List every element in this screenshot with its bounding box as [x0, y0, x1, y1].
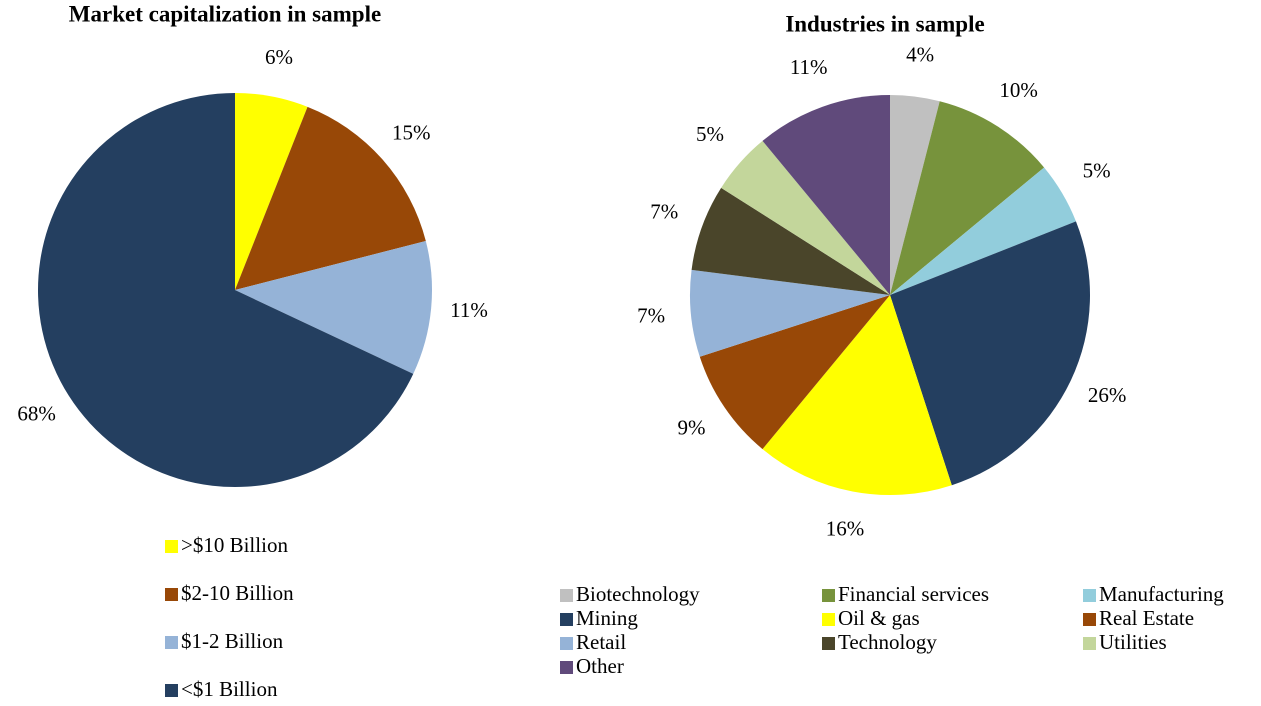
chart-title: Industries in sample	[785, 11, 984, 36]
legend-label: Technology	[838, 630, 937, 654]
pie-slice	[235, 93, 308, 290]
legend-label: Biotechnology	[576, 582, 700, 606]
legend-swatch	[165, 684, 178, 697]
legend-swatch	[560, 613, 573, 626]
pie-slice	[890, 101, 1045, 295]
data-label: 16%	[826, 517, 865, 541]
data-label: 5%	[696, 122, 724, 146]
legend-label: Real Estate	[1099, 606, 1194, 630]
legend-label: >$10 Billion	[181, 533, 288, 557]
data-label: 7%	[637, 303, 665, 327]
legend-swatch	[1083, 589, 1096, 602]
legend-swatch	[1083, 637, 1096, 650]
data-label: 15%	[392, 120, 431, 144]
legend-label: Retail	[576, 630, 626, 654]
data-label: 68%	[17, 402, 56, 426]
legend-label: Oil & gas	[838, 606, 920, 630]
pie-slice	[890, 221, 1090, 486]
chart-title: Market capitalization in sample	[69, 1, 381, 26]
data-label: 6%	[265, 45, 293, 69]
data-label: 4%	[906, 43, 934, 67]
data-label: 26%	[1088, 383, 1127, 407]
legend-label: <$1 Billion	[181, 677, 278, 701]
data-label: 11%	[790, 55, 828, 79]
legend-label: Utilities	[1099, 630, 1167, 654]
legend-swatch	[560, 637, 573, 650]
legend-label: $1-2 Billion	[181, 629, 284, 653]
pie-slice	[691, 187, 890, 295]
legend-label: $2-10 Billion	[181, 581, 294, 605]
pie-slice	[699, 295, 890, 450]
legend-label: Other	[576, 654, 624, 678]
data-label: 11%	[450, 298, 488, 322]
data-label: 7%	[650, 200, 678, 224]
legend-swatch	[560, 661, 573, 674]
legend-swatch	[165, 588, 178, 601]
legend-swatch	[822, 613, 835, 626]
legend-swatch	[822, 637, 835, 650]
legend-label: Financial services	[838, 582, 989, 606]
legend-swatch	[560, 589, 573, 602]
pie-slice	[762, 295, 952, 496]
pie-slice	[721, 140, 890, 295]
legend-swatch	[165, 636, 178, 649]
legend-label: Manufacturing	[1099, 582, 1224, 606]
data-label: 5%	[1083, 159, 1111, 183]
data-label: 10%	[999, 78, 1038, 102]
pie-slice	[37, 93, 414, 487]
legend-swatch	[822, 589, 835, 602]
pie-slice	[235, 241, 432, 374]
data-label: 9%	[678, 416, 706, 440]
legend-swatch	[165, 540, 178, 553]
pie-slice	[890, 167, 1076, 295]
legend-label: Mining	[576, 606, 638, 630]
pie-slice	[690, 269, 890, 357]
pie-slice	[890, 95, 940, 295]
pie-slice	[762, 95, 890, 295]
pie-slice	[235, 106, 426, 290]
legend-swatch	[1083, 613, 1096, 626]
